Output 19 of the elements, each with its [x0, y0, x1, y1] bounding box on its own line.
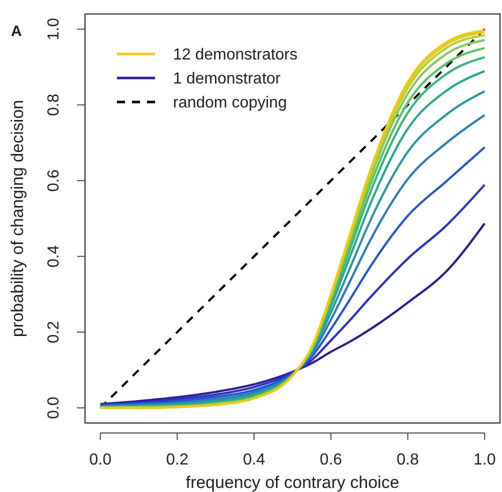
y-tick-label: 1.0	[46, 18, 63, 40]
y-tick-label: 0.2	[46, 320, 63, 344]
x-axis-title: frequency of contrary choice	[186, 473, 400, 492]
y-tick-label: 0.4	[46, 245, 63, 268]
x-tick-label: 1.0	[474, 452, 496, 469]
line-series	[99, 222, 486, 406]
y-axis-title: probability of changing decision	[8, 100, 27, 338]
x-tick-label: 0.4	[242, 452, 266, 469]
y-tick-label: 0.0	[46, 396, 63, 419]
y-tick-label: 0.6	[46, 169, 63, 192]
text: A	[11, 23, 22, 40]
x-tick-label: 0.6	[320, 452, 342, 469]
y-tick-label: 0.8	[46, 94, 63, 116]
legend-label: 12 demonstrators	[173, 46, 298, 64]
x-tick-label: 0.2	[166, 452, 188, 469]
legend-label: random copying	[173, 94, 287, 112]
legend-label: 1 demonstrator	[173, 70, 282, 88]
x-tick-label: 0.8	[396, 452, 419, 469]
x-tick-label: 0.0	[89, 452, 112, 469]
